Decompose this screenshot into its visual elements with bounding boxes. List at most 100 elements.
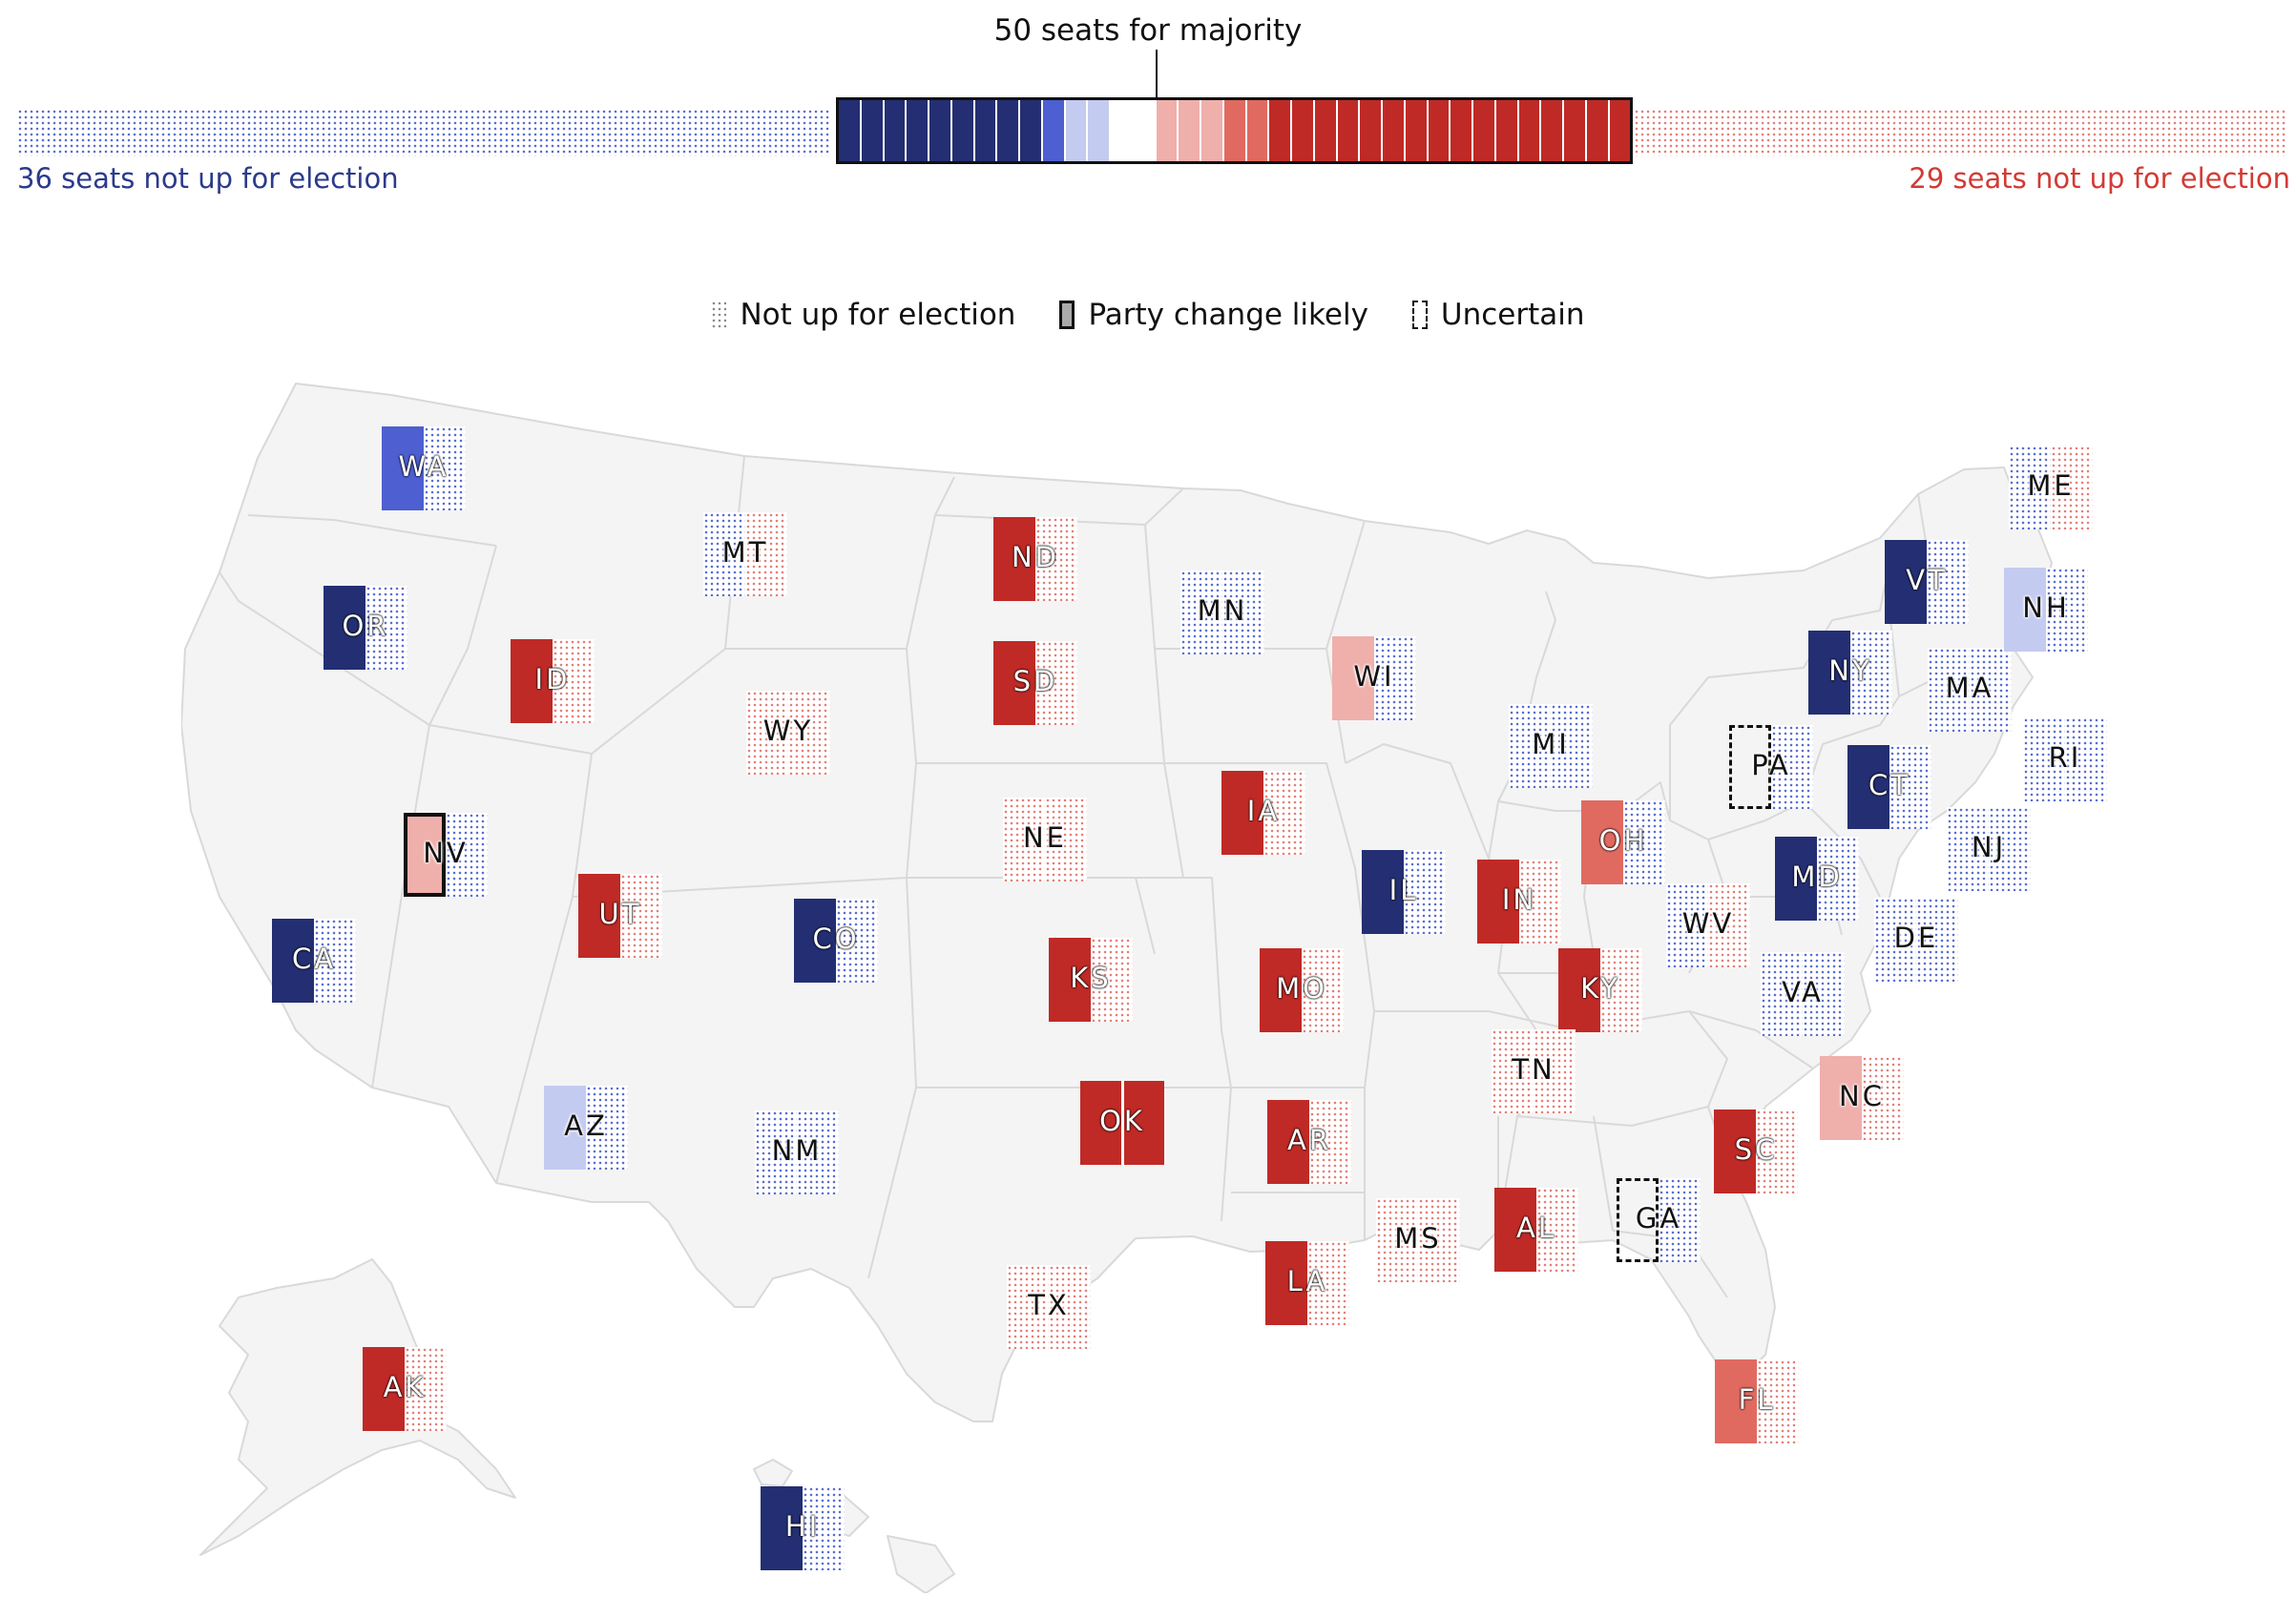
state-marker-fl[interactable]: FL xyxy=(1715,1359,1799,1443)
seat-half-contested xyxy=(746,691,788,775)
state-marker-in[interactable]: IN xyxy=(1477,860,1561,944)
seat-half-other xyxy=(446,813,488,897)
state-abbr: MA xyxy=(1945,672,1994,704)
state-abbr: GA xyxy=(1635,1202,1682,1234)
state-abbr: MD xyxy=(1791,861,1843,893)
state-marker-nm[interactable]: NM xyxy=(755,1110,839,1194)
state-marker-ar[interactable]: AR xyxy=(1267,1100,1351,1184)
state-marker-mo[interactable]: MO xyxy=(1260,948,1344,1032)
contiguous-us-shape xyxy=(181,383,2053,1422)
state-marker-mn[interactable]: MN xyxy=(1180,570,1264,654)
state-marker-or[interactable]: OR xyxy=(324,586,407,670)
seat-half-contested xyxy=(1558,948,1600,1032)
state-marker-wa[interactable]: WA xyxy=(382,426,466,510)
seat-half-other xyxy=(1970,648,2012,732)
seat-segment xyxy=(1428,100,1451,161)
state-abbr: MI xyxy=(1532,728,1570,760)
state-marker-va[interactable]: VA xyxy=(1761,952,1845,1036)
state-abbr: LA xyxy=(1286,1265,1328,1297)
state-marker-vt[interactable]: VT xyxy=(1885,540,1969,624)
state-marker-ri[interactable]: RI xyxy=(2023,717,2107,801)
state-marker-ok[interactable]: OK xyxy=(1080,1081,1164,1165)
seat-segment xyxy=(1020,100,1043,161)
seat-segment xyxy=(861,100,885,161)
state-marker-ut[interactable]: UT xyxy=(578,874,662,958)
alaska-shape xyxy=(199,1258,516,1556)
state-marker-il[interactable]: IL xyxy=(1362,850,1446,934)
seat-half-other xyxy=(1404,850,1446,934)
seat-half-contested xyxy=(1376,1198,1418,1282)
seat-segment xyxy=(1495,100,1519,161)
state-marker-tn[interactable]: TN xyxy=(1492,1029,1576,1113)
seat-half-other xyxy=(1862,1056,1904,1140)
state-marker-nh[interactable]: NH xyxy=(2004,568,2088,652)
state-marker-wv[interactable]: WV xyxy=(1666,883,1750,967)
seat-half-contested xyxy=(993,517,1035,601)
seat-half-other xyxy=(803,1486,845,1570)
state-marker-id[interactable]: ID xyxy=(511,639,595,723)
state-marker-ga[interactable]: GA xyxy=(1617,1178,1701,1262)
state-abbr: KY xyxy=(1580,972,1620,1005)
state-marker-sd[interactable]: SD xyxy=(993,641,1077,725)
state-marker-az[interactable]: AZ xyxy=(544,1086,628,1170)
seat-half-other xyxy=(1035,641,1077,725)
state-marker-ca[interactable]: CA xyxy=(272,919,356,1003)
state-marker-wi[interactable]: WI xyxy=(1332,636,1416,720)
state-marker-nc[interactable]: NC xyxy=(1820,1056,1904,1140)
state-abbr: OH xyxy=(1598,824,1648,857)
seat-half-other xyxy=(1989,807,2031,891)
state-marker-de[interactable]: DE xyxy=(1874,898,1958,982)
state-marker-tx[interactable]: TX xyxy=(1007,1265,1091,1349)
seat-half-other xyxy=(1049,1265,1091,1349)
seat-half-contested xyxy=(1761,952,1803,1036)
state-abbr: ND xyxy=(1011,541,1060,573)
party-change-frame xyxy=(404,813,446,897)
seat-half-other xyxy=(1623,800,1665,884)
seat-half-other xyxy=(1035,517,1077,601)
seat-segment xyxy=(839,100,862,161)
state-marker-ct[interactable]: CT xyxy=(1847,745,1931,829)
state-marker-pa[interactable]: PA xyxy=(1729,725,1813,809)
state-marker-la[interactable]: LA xyxy=(1265,1241,1349,1325)
state-abbr: NM xyxy=(771,1134,823,1167)
seat-half-other xyxy=(2046,568,2088,652)
state-marker-nj[interactable]: NJ xyxy=(1947,807,2031,891)
state-marker-co[interactable]: CO xyxy=(794,899,878,983)
state-marker-me[interactable]: ME xyxy=(2009,446,2093,529)
seat-segment xyxy=(1269,100,1292,161)
majority-tick xyxy=(1156,50,1158,99)
state-marker-md[interactable]: MD xyxy=(1775,837,1859,921)
seat-segment xyxy=(1111,100,1134,161)
state-marker-sc[interactable]: SC xyxy=(1714,1110,1798,1193)
seat-half-other xyxy=(1309,1100,1351,1184)
state-abbr: SC xyxy=(1734,1133,1778,1166)
seat-segment xyxy=(1564,100,1587,161)
state-marker-ia[interactable]: IA xyxy=(1221,771,1305,855)
state-marker-nv[interactable]: NV xyxy=(404,813,488,897)
state-marker-ks[interactable]: KS xyxy=(1049,938,1133,1022)
state-marker-nd[interactable]: ND xyxy=(993,517,1077,601)
state-marker-al[interactable]: AL xyxy=(1494,1188,1578,1272)
state-marker-ne[interactable]: NE xyxy=(1003,798,1087,881)
state-marker-ms[interactable]: MS xyxy=(1376,1198,1460,1282)
state-marker-ny[interactable]: NY xyxy=(1808,631,1892,715)
seat-half-other xyxy=(1916,898,1958,982)
state-marker-wy[interactable]: WY xyxy=(746,691,830,775)
state-marker-oh[interactable]: OH xyxy=(1581,800,1665,884)
seat-half-contested xyxy=(1477,860,1519,944)
state-marker-ma[interactable]: MA xyxy=(1928,648,2012,732)
seat-half-other xyxy=(1889,745,1931,829)
state-marker-ak[interactable]: AK xyxy=(363,1347,447,1431)
dots-swatch-icon xyxy=(711,301,727,329)
seat-segment xyxy=(1156,100,1179,161)
state-abbr: WI xyxy=(1353,660,1395,693)
seat-half-contested xyxy=(1362,850,1404,934)
state-marker-mt[interactable]: MT xyxy=(703,512,787,596)
state-marker-ky[interactable]: KY xyxy=(1558,948,1642,1032)
uncertain-frame xyxy=(1617,1178,1659,1262)
state-marker-hi[interactable]: HI xyxy=(761,1486,845,1570)
state-abbr: TX xyxy=(1028,1289,1070,1321)
state-marker-mi[interactable]: MI xyxy=(1509,704,1593,788)
legend-party-change: Party change likely xyxy=(1059,298,1368,332)
seat-half-contested xyxy=(1049,938,1091,1022)
